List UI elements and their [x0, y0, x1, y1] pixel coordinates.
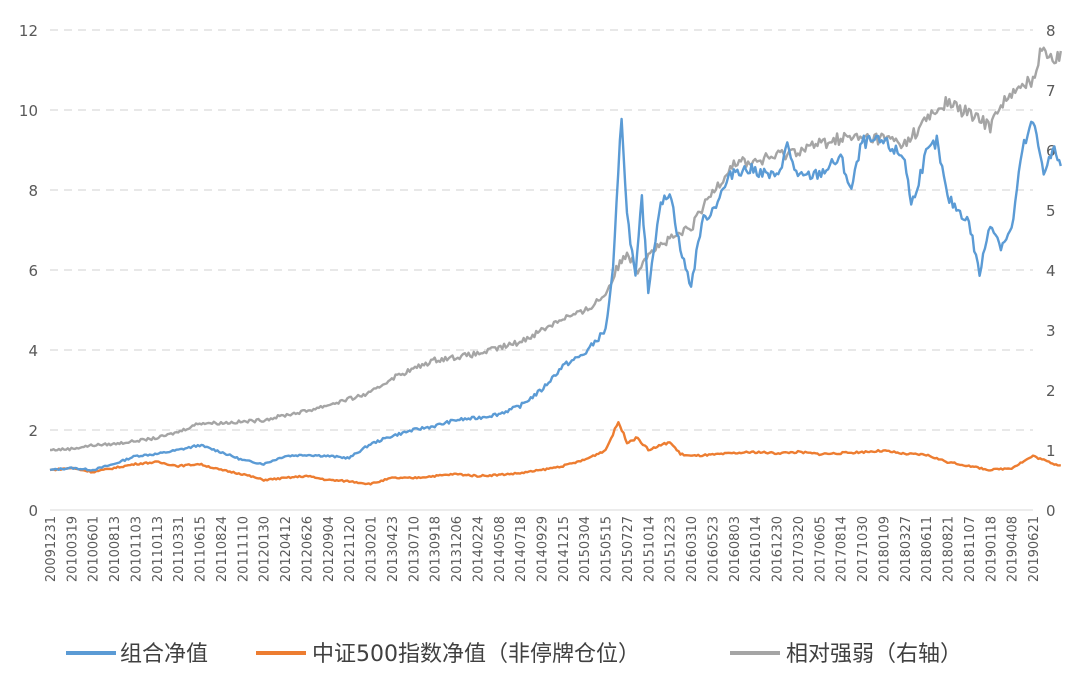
x-tick-label: 20190118: [984, 516, 999, 582]
x-tick-label: 20110331: [172, 516, 187, 582]
x-tick-label: 20161014: [749, 516, 764, 582]
y-left-tick-label: 2: [28, 422, 38, 440]
x-tick-label: 20101103: [129, 516, 144, 582]
x-tick-label: 20190621: [1027, 516, 1042, 582]
y-right-tick-label: 2: [1046, 382, 1056, 400]
y-axis-left-ticks: 0 2 4 6 8 10 12: [19, 22, 38, 520]
y-right-tick-label: 4: [1046, 262, 1056, 280]
x-tick-label: 20130423: [386, 516, 401, 582]
y-axis-right-ticks: 0 1 2 3 4 5 6 7 8: [1046, 22, 1056, 520]
x-tick-label: 20150727: [621, 516, 636, 582]
x-tick-label: 20140508: [493, 516, 508, 582]
x-tick-label: 20140929: [536, 516, 551, 582]
x-tick-label: 20170320: [792, 516, 807, 582]
x-tick-label: 20130201: [365, 516, 380, 582]
y-left-tick-label: 8: [28, 182, 38, 200]
x-axis-ticks: 20091231 20100319 20100601 20100813 20101103…: [44, 516, 1042, 582]
x-tick-label: 20100601: [87, 516, 102, 582]
x-tick-label: 20171030: [856, 516, 871, 582]
x-tick-label: 20190408: [1006, 516, 1021, 582]
x-tick-label: 20181107: [963, 516, 978, 582]
x-tick-label: 20110113: [151, 516, 166, 582]
x-tick-label: 20141215: [557, 516, 572, 582]
gridlines: [50, 29, 1033, 431]
x-tick-label: 20150304: [578, 516, 593, 582]
legend-label: 相对强弱（右轴）: [786, 642, 962, 667]
x-tick-label: 20170605: [813, 516, 828, 582]
series-line: [50, 46, 1062, 452]
x-tick-label: 20160310: [685, 516, 700, 582]
legend-label: 中证500指数净值（非停牌仓位）: [312, 642, 640, 667]
x-tick-label: 20130918: [429, 516, 444, 582]
series-lines: [49, 46, 1062, 486]
series-line: [49, 117, 1062, 472]
x-tick-label: 20120412: [279, 516, 294, 582]
x-tick-label: 20151223: [664, 516, 679, 582]
x-tick-label: 20180611: [920, 516, 935, 582]
y-right-tick-label: 0: [1046, 502, 1056, 520]
x-tick-label: 20110824: [215, 516, 230, 582]
x-tick-label: 20121120: [343, 516, 358, 582]
x-tick-label: 20180109: [877, 516, 892, 582]
y-left-tick-label: 6: [28, 262, 38, 280]
x-tick-label: 20180327: [899, 516, 914, 582]
legend-label: 组合净值: [120, 642, 208, 667]
y-left-tick-label: 10: [19, 102, 38, 120]
x-tick-label: 20131206: [450, 516, 465, 582]
x-tick-label: 20091231: [44, 516, 59, 582]
x-tick-label: 20140224: [471, 516, 486, 582]
x-tick-label: 20100319: [65, 516, 80, 582]
y-right-tick-label: 1: [1046, 442, 1056, 460]
y-right-tick-label: 3: [1046, 322, 1056, 340]
x-tick-label: 20120130: [258, 516, 273, 582]
series-line: [49, 421, 1061, 486]
legend: 组合净值 中证500指数净值（非停牌仓位） 相对强弱（右轴）: [66, 642, 962, 667]
x-tick-label: 20170814: [835, 516, 850, 582]
x-tick-label: 20151014: [642, 516, 657, 582]
x-tick-label: 20160803: [728, 516, 743, 582]
x-tick-label: 20150515: [600, 516, 615, 582]
x-tick-label: 20180821: [942, 516, 957, 582]
y-right-tick-label: 6: [1046, 142, 1056, 160]
x-tick-label: 20130710: [407, 516, 422, 582]
y-right-tick-label: 5: [1046, 202, 1056, 220]
x-tick-label: 20140718: [514, 516, 529, 582]
x-tick-label: 20111110: [236, 516, 251, 582]
x-tick-label: 20100813: [108, 516, 123, 582]
x-tick-label: 20120904: [322, 516, 337, 582]
y-left-tick-label: 0: [28, 502, 38, 520]
x-tick-label: 20160523: [706, 516, 721, 582]
y-left-tick-label: 4: [28, 342, 38, 360]
y-right-tick-label: 7: [1046, 82, 1056, 100]
y-right-tick-label: 8: [1046, 22, 1056, 40]
x-tick-label: 20110615: [194, 516, 209, 582]
x-tick-label: 20120626: [300, 516, 315, 582]
y-left-tick-label: 12: [19, 22, 38, 40]
x-tick-label: 20161230: [771, 516, 786, 582]
